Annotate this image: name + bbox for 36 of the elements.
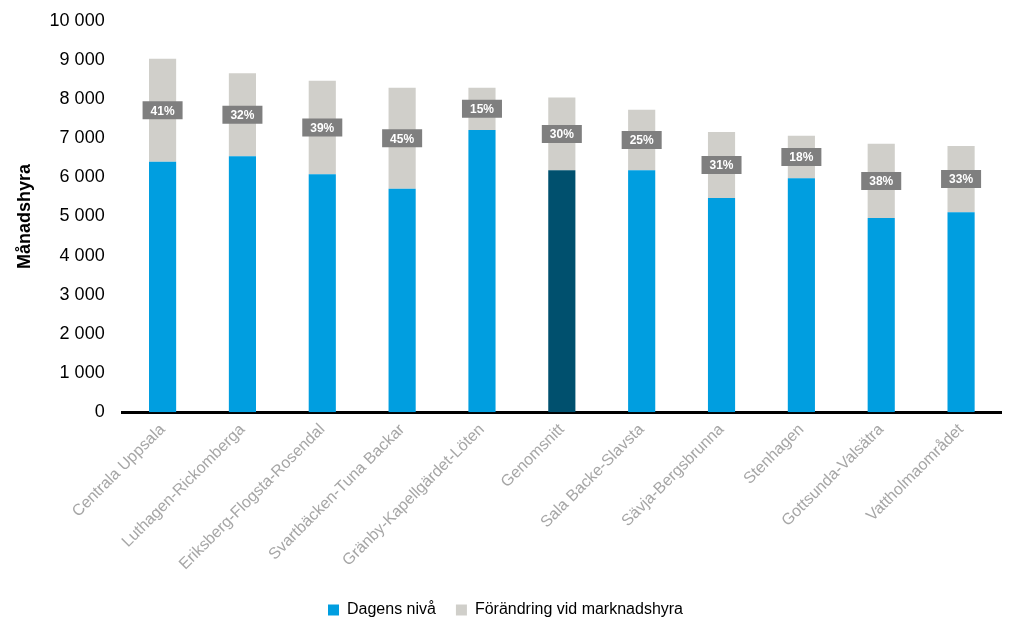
y-tick-label: 0 (94, 401, 105, 422)
bar (947, 212, 975, 413)
annotation: 39% (310, 120, 335, 135)
annotation: 32% (230, 108, 255, 123)
bar (628, 170, 656, 413)
annotation: 41% (150, 103, 175, 118)
bar (548, 170, 576, 413)
y-tick-label: 7 000 (59, 127, 105, 148)
bar (468, 130, 496, 413)
annotation: 45% (390, 131, 415, 146)
annotation: 25% (629, 133, 655, 148)
y-tick-label: 3 000 (59, 283, 105, 304)
bar (867, 218, 895, 413)
bar (149, 161, 177, 413)
annotation: 18% (789, 150, 814, 165)
y-tick-label: 5 000 (59, 205, 105, 226)
y-axis-title: Månadshyra (13, 163, 34, 270)
bar (228, 156, 256, 413)
annotation: 15% (469, 102, 495, 117)
y-tick-label: 8 000 (59, 88, 105, 109)
bar (388, 188, 416, 413)
bar (707, 198, 736, 413)
legend-label: Dagens nivå (346, 600, 437, 618)
y-tick-label: 4 000 (59, 244, 105, 265)
legend-label: Förändring vid marknadshyra (474, 600, 684, 618)
bar (787, 178, 815, 413)
y-tick-label: 6 000 (59, 166, 105, 187)
y-tick-label: 1 000 (59, 362, 105, 383)
y-tick-label: 2 000 (59, 322, 105, 343)
bar (308, 174, 336, 413)
annotation: 31% (709, 158, 734, 173)
annotation: 30% (549, 127, 575, 142)
y-tick-label: 9 000 (59, 48, 105, 69)
y-tick-label: 10 000 (49, 9, 105, 30)
annotation: 38% (869, 174, 894, 189)
annotation: 33% (949, 172, 974, 187)
